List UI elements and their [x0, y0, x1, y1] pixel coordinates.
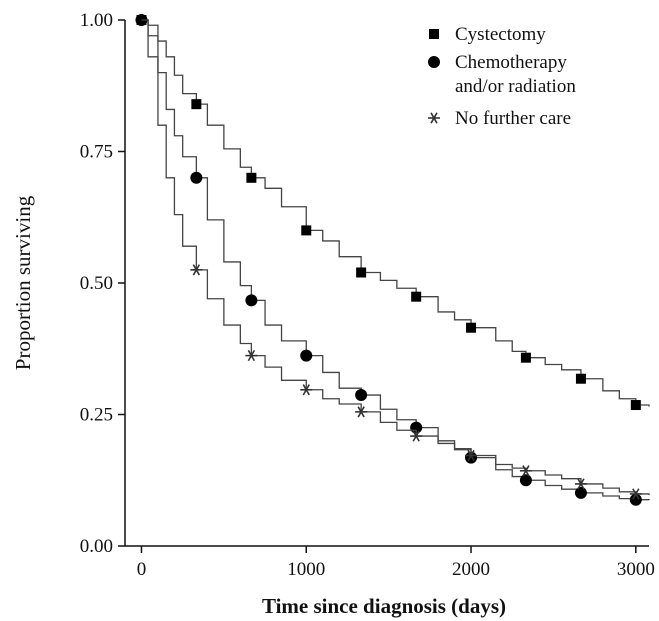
- x-tick-label: 1000: [287, 559, 325, 580]
- data-point-circle: [190, 171, 203, 184]
- y-tick-label: 0.00: [80, 536, 113, 557]
- x-tick-label: 2000: [452, 559, 490, 580]
- y-tick-label: 0.75: [80, 142, 113, 163]
- legend-marker-circle: [428, 56, 440, 68]
- y-tick-label: 0.25: [80, 405, 113, 426]
- data-point-circle: [629, 493, 642, 506]
- data-point-square: [520, 352, 531, 363]
- legend: Cystectomy Chemotherapy and/or radiation No…: [428, 24, 576, 129]
- data-point-star: [245, 349, 258, 362]
- data-point-star: [629, 488, 642, 500]
- data-point-star: [300, 384, 313, 396]
- data-point-circle: [519, 474, 532, 487]
- y-tick-label: 0.50: [80, 273, 113, 294]
- x-axis-title: Time since diagnosis (days): [262, 594, 506, 618]
- x-tick-label: 0: [137, 559, 147, 580]
- legend-label: Cystectomy: [455, 24, 546, 45]
- legend-label: and/or radiation: [455, 76, 576, 97]
- legend-marker-square: [429, 29, 439, 39]
- data-point-square: [301, 225, 312, 236]
- data-point-star: [465, 449, 478, 462]
- data-point-square: [356, 267, 367, 278]
- legend-label: Chemotherapy: [455, 52, 567, 73]
- series-star: [141, 19, 650, 500]
- data-point-square: [191, 99, 202, 110]
- data-point-square: [411, 291, 422, 302]
- y-tick-label: 1.00: [80, 10, 113, 31]
- data-point-circle: [300, 349, 313, 362]
- y-axis-title: Proportion surviving: [11, 195, 35, 370]
- x-tick-label: 3000: [617, 559, 655, 580]
- data-point-circle: [574, 486, 587, 499]
- data-point-star: [519, 465, 532, 477]
- data-point-star: [574, 478, 587, 490]
- data-point-star: [410, 430, 423, 442]
- data-point-square: [575, 373, 586, 384]
- legend-marker-star: [428, 112, 440, 124]
- series-layer: [135, 14, 650, 506]
- data-point-star: [190, 264, 203, 276]
- data-point-circle: [245, 294, 258, 307]
- y-axis-ticks: 0.00 0.25 0.50 0.75 1.00: [80, 10, 125, 557]
- data-point-star: [355, 406, 368, 418]
- legend-label: No further care: [455, 108, 571, 129]
- data-point-square: [466, 322, 477, 333]
- data-point-square: [246, 172, 257, 183]
- x-axis-ticks: 0 1000 2000 3000: [137, 546, 655, 580]
- data-point-circle: [355, 389, 368, 402]
- data-point-square: [630, 400, 641, 411]
- series-square: [136, 15, 650, 411]
- series-circle: [135, 14, 650, 506]
